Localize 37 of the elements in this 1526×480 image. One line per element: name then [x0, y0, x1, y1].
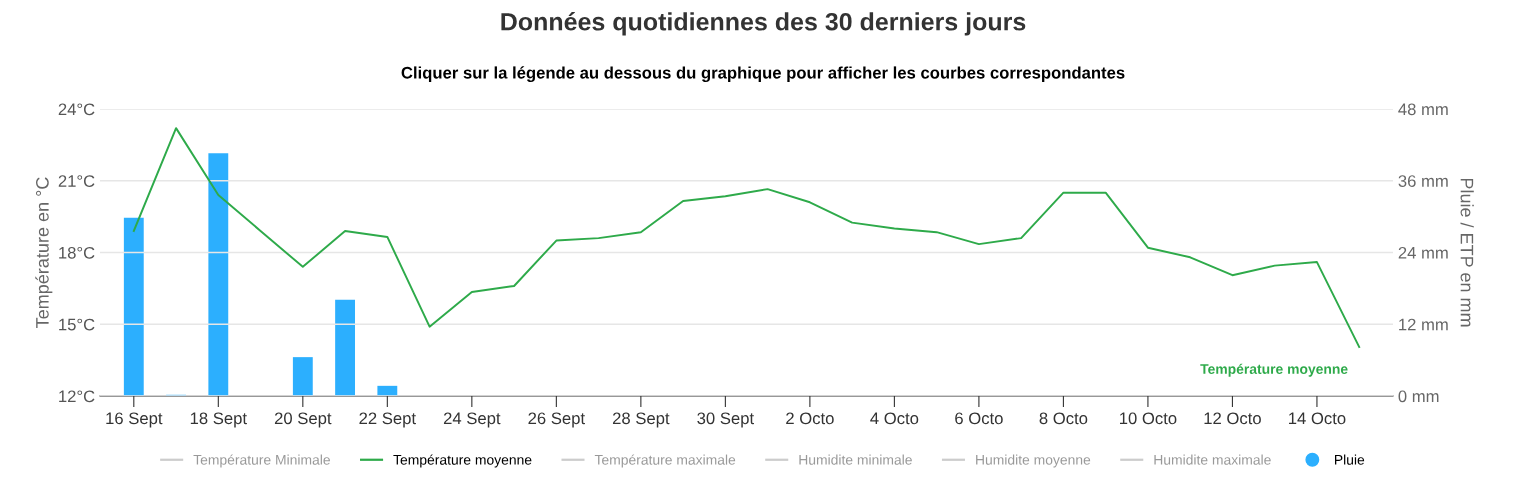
x-tick-label: 8 Octo [1039, 412, 1088, 425]
y-tick-label: 18°C [59, 246, 95, 259]
y-tick-label: 21°C [58, 175, 95, 187]
x-tick-label: 6 Octo [955, 412, 1003, 425]
y-tick-label: 24°C [58, 103, 95, 116]
x-tick-label: 22 Sept [359, 412, 416, 428]
y-tick-label: 12°C [59, 390, 95, 403]
x-tick-label: 2 Octo [786, 412, 834, 425]
y2-tick-label: 0 mm [1398, 390, 1439, 403]
x-tick-label: 26 Sept [528, 412, 585, 428]
x-tick-label: 24 Sept [443, 412, 501, 428]
y-axis-title: Température en °C [35, 177, 53, 328]
x-tick-label: 14 Octo [1289, 412, 1346, 425]
y2-tick-label: 48 mm [1398, 103, 1448, 116]
y2-tick-label: 36 mm [1398, 175, 1448, 187]
legend-label: Humidite moyenne [976, 454, 1091, 468]
legend-label: Température moyenne [393, 454, 532, 468]
x-tick-label: 4 Octo [870, 412, 919, 425]
chart-subtitle: Cliquer sur la légende au dessous du graphique pour afficher les courbes correspondantes [401, 66, 1125, 82]
x-tick-label: 10 Octo [1120, 412, 1177, 425]
x-tick-label: 18 Sept [190, 412, 247, 428]
legend-label: Humidite minimale [799, 454, 912, 465]
text: Température moyenne [1200, 363, 1348, 377]
legend-label: Température maximale [594, 454, 736, 468]
y-tick-label: 15°C [59, 318, 95, 331]
x-tick-label: 30 Sept [697, 412, 754, 428]
x-tick-label: 28 Sept [612, 412, 670, 428]
x-tick-label: 20 Sept [274, 412, 332, 428]
y2-tick-label: 12 mm [1399, 318, 1448, 331]
y2-tick-label: 24 mm [1398, 246, 1448, 259]
x-tick-label: 12 Octo [1204, 412, 1261, 425]
y2-axis-title: Pluie / ETP en mm [1460, 178, 1474, 327]
legend-label: Humidite maximale [1154, 454, 1271, 465]
chart-title: Données quotidiennes des 30 derniers jours [501, 12, 1026, 36]
legend-label: Pluie [1335, 454, 1365, 465]
legend-label: Température Minimale [193, 454, 330, 468]
x-tick-label: 16 Sept [106, 412, 163, 428]
